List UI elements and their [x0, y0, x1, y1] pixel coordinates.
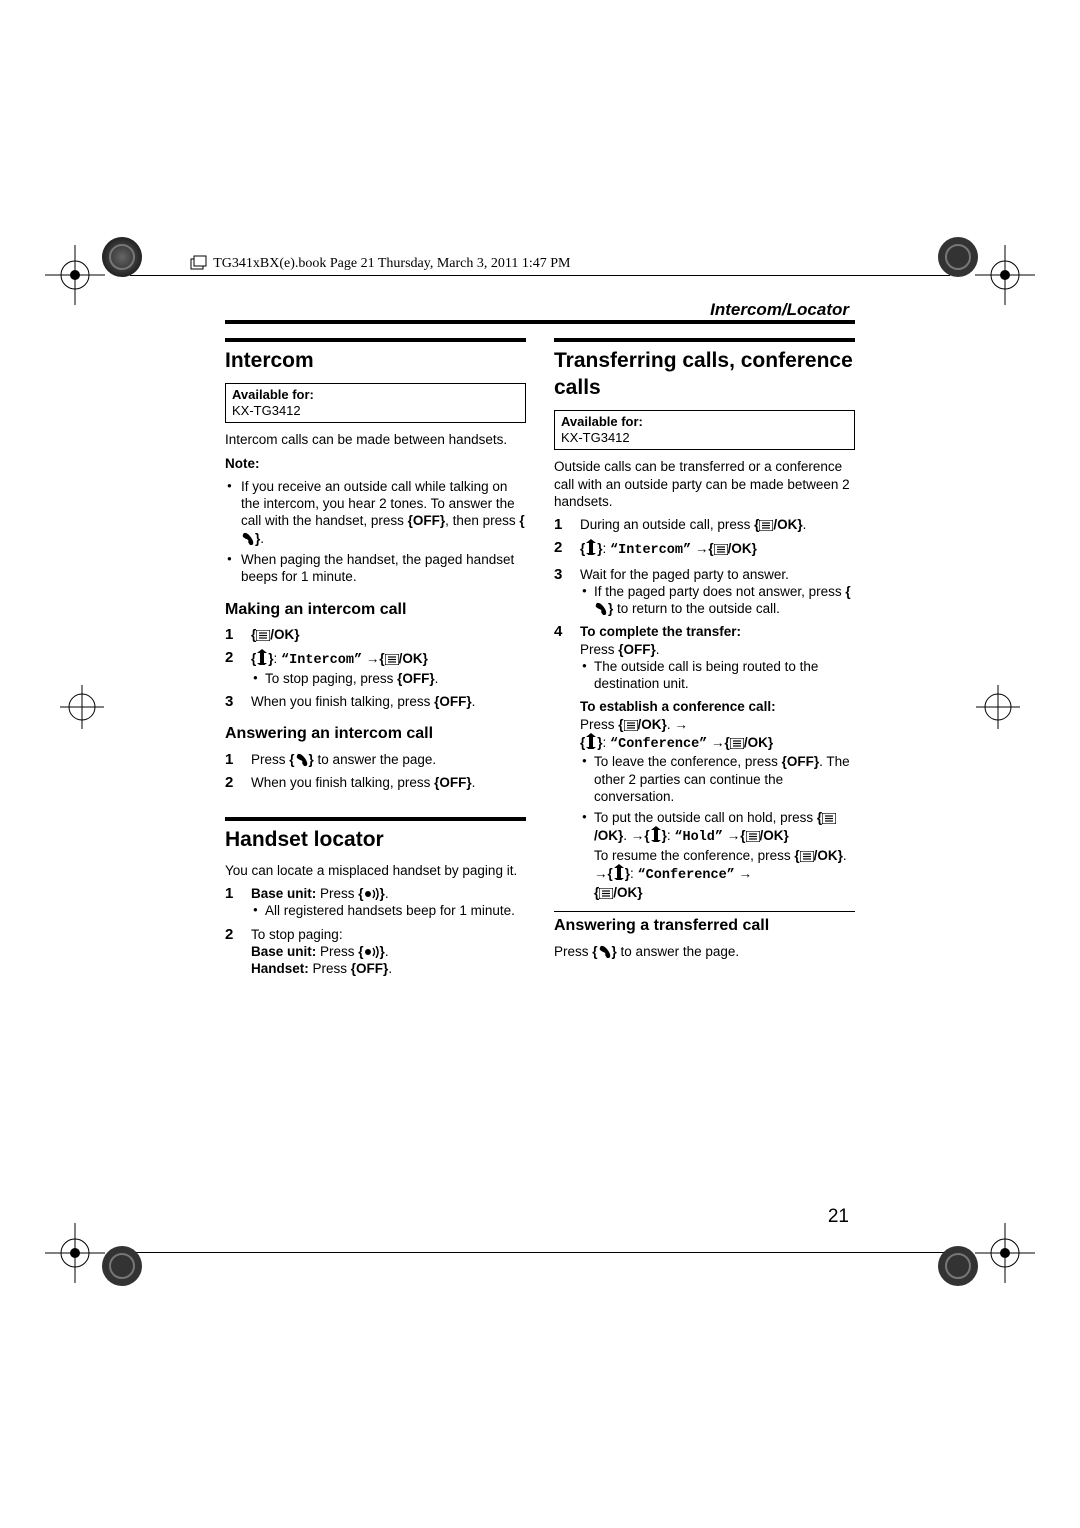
substep: To put the outside call on hold, press /… — [580, 809, 855, 901]
nav-button-ref — [251, 651, 274, 666]
note-item: If you receive an outside call while tal… — [225, 478, 526, 547]
content-frame: Intercom/Locator Intercom Available for:… — [225, 300, 855, 1228]
substep: To leave the conference, press OFF. The … — [580, 753, 855, 805]
answer-transferred-text: Press to answer the page. — [554, 943, 855, 960]
nav-up-down-icon — [256, 649, 268, 665]
heading-making-call: Making an intercom call — [225, 600, 526, 620]
nav-up-down-icon — [585, 733, 597, 749]
menu-icon — [759, 520, 773, 531]
intercom-intro: Intercom calls can be made between hands… — [225, 431, 526, 448]
substep: All registered handsets beep for 1 minut… — [251, 902, 526, 919]
crosshair-bl — [45, 1223, 105, 1283]
nav-up-down-icon — [613, 864, 625, 880]
manual-page: TG341xBX(e).book Page 21 Thursday, March… — [0, 0, 1080, 1528]
page-number: 21 — [828, 1206, 849, 1228]
heading-intercom: Intercom — [225, 348, 526, 375]
note-label: Note: — [225, 455, 526, 472]
available-for-label: Available for: — [232, 387, 314, 402]
step: Wait for the paged party to answer. If t… — [554, 566, 855, 618]
step: /OK — [225, 626, 526, 643]
note-item: When paging the handset, the paged hands… — [225, 551, 526, 586]
talk-icon — [598, 944, 612, 958]
heading-answering-call: Answering an intercom call — [225, 724, 526, 744]
substep: If the paged party does not answer, pres… — [580, 583, 855, 618]
nav-up-down-icon — [585, 539, 597, 555]
section-rule — [225, 817, 526, 821]
available-for-box: Available for: KX-TG3412 — [554, 410, 855, 451]
nav-up-down-icon — [650, 826, 662, 842]
heading-answer-transferred: Answering a transferred call — [554, 916, 855, 936]
menu-icon — [800, 851, 814, 862]
menu-icon — [256, 630, 270, 641]
menu-ok-button-ref: /OK — [251, 627, 300, 642]
answering-steps: Press to answer the page. When you finis… — [225, 751, 526, 792]
locator-steps: Base unit: Press . All registered handse… — [225, 885, 526, 977]
menu-icon — [599, 888, 613, 899]
menu-icon — [714, 544, 728, 555]
available-for-model: KX-TG3412 — [232, 403, 301, 418]
talk-icon — [295, 752, 309, 766]
step: : “Intercom”/OK To stop paging, press OF… — [225, 649, 526, 687]
menu-icon — [385, 654, 399, 665]
transfer-steps: During an outside call, press /OK. : “In… — [554, 516, 855, 901]
registration-mark-br — [936, 1244, 980, 1293]
transfer-intro: Outside calls can be transferred or a co… — [554, 458, 855, 510]
talk-icon — [594, 601, 608, 615]
step: When you finish talking, press OFF. — [225, 774, 526, 791]
crosshair-mr — [976, 685, 1020, 729]
registration-mark-tl — [100, 235, 144, 284]
substep: The outside call is being routed to the … — [580, 658, 855, 693]
step: When you finish talking, press OFF. — [225, 693, 526, 710]
heading-locator: Handset locator — [225, 827, 526, 854]
columns: Intercom Available for: KX-TG3412 Interc… — [225, 338, 855, 984]
thin-rule — [554, 911, 855, 912]
making-steps: /OK : “Intercom”/OK To stop paging, pres… — [225, 626, 526, 710]
talk-icon — [241, 531, 255, 545]
crosshair-tr — [975, 245, 1035, 305]
step: Base unit: Press . All registered handse… — [225, 885, 526, 920]
imposition-text: TG341xBX(e).book Page 21 Thursday, March… — [213, 256, 570, 271]
step: To complete the transfer: Press OFF. The… — [554, 623, 855, 901]
locator-intro: You can locate a misplaced handset by pa… — [225, 862, 526, 879]
menu-icon — [822, 813, 836, 824]
registration-mark-tr — [936, 235, 980, 284]
paging-icon — [364, 888, 380, 900]
substep: To stop paging, press OFF. — [251, 670, 526, 687]
step: To stop paging: Base unit: Press . Hands… — [225, 926, 526, 978]
note-list: If you receive an outside call while tal… — [225, 478, 526, 586]
registration-mark-bl — [100, 1244, 144, 1293]
paging-icon — [364, 946, 380, 958]
menu-icon — [730, 738, 744, 749]
right-column: Transferring calls, conference calls Ava… — [554, 338, 855, 984]
menu-icon — [624, 720, 638, 731]
crosshair-br — [975, 1223, 1035, 1283]
crosshair-ml — [60, 685, 104, 729]
menu-icon — [746, 831, 760, 842]
off-button-ref: OFF — [408, 513, 446, 528]
crop-line-bottom — [130, 1252, 950, 1253]
step: : “Intercom”/OK — [554, 539, 855, 559]
crop-line-top — [130, 275, 950, 276]
imposition-header: TG341xBX(e).book Page 21 Thursday, March… — [190, 254, 570, 272]
heading-transfer: Transferring calls, conference calls — [554, 348, 855, 402]
crosshair-tl — [45, 245, 105, 305]
step: During an outside call, press /OK. — [554, 516, 855, 533]
left-column: Intercom Available for: KX-TG3412 Interc… — [225, 338, 526, 984]
running-head: Intercom/Locator — [225, 300, 855, 324]
section-rule — [554, 338, 855, 342]
available-for-box: Available for: KX-TG3412 — [225, 383, 526, 424]
section-rule — [225, 338, 526, 342]
step: Press to answer the page. — [225, 751, 526, 768]
